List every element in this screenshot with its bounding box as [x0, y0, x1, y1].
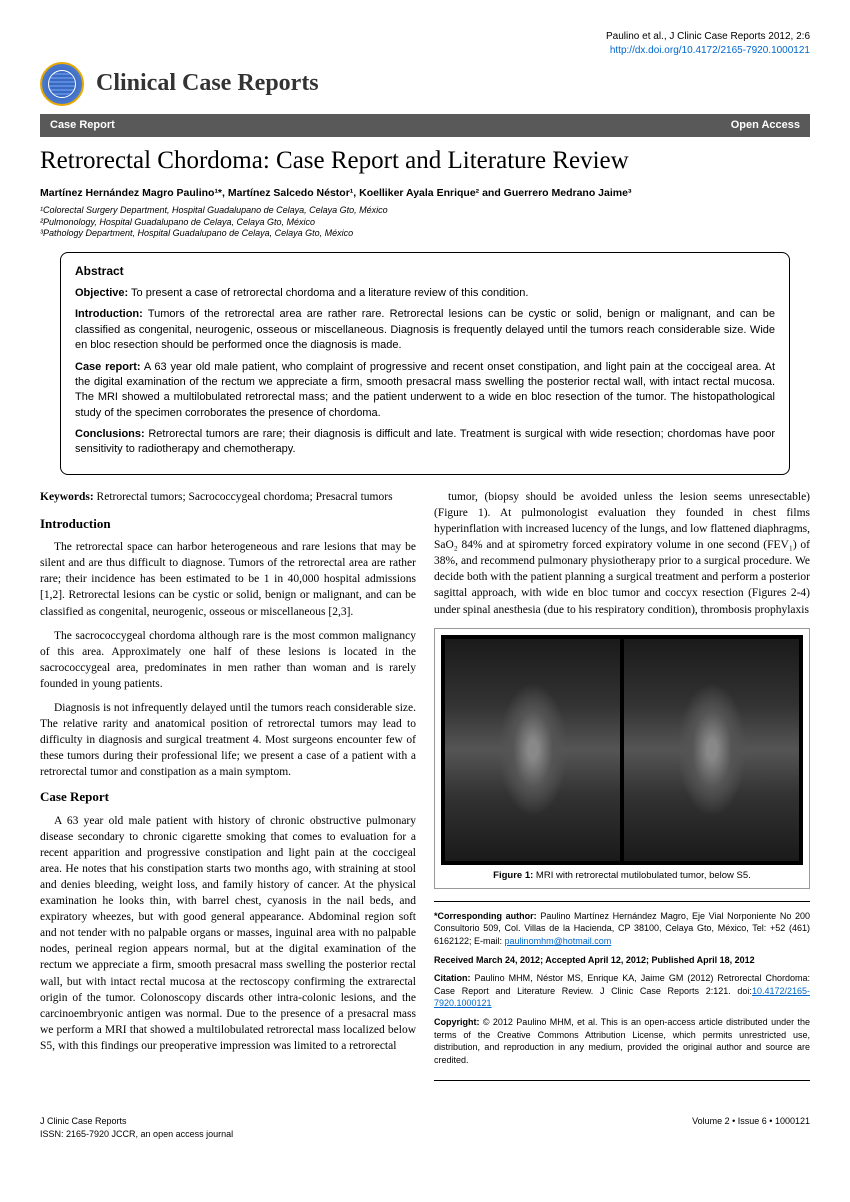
abs-concl-text: Retrorectal tumors are rare; their diagn… — [75, 428, 775, 455]
keywords-block: Keywords: Retrorectal tumors; Sacrococcy… — [40, 489, 416, 505]
top-citation: Paulino et al., J Clinic Case Reports 20… — [40, 30, 810, 58]
bar-right: Open Access — [731, 118, 800, 133]
article-dates: Received March 24, 2012; Accepted April … — [434, 954, 810, 967]
journal-title: Clinical Case Reports — [96, 67, 319, 101]
page-footer: J Clinic Case Reports ISSN: 2165-7920 JC… — [40, 1111, 810, 1140]
left-column: Keywords: Retrorectal tumors; Sacrococcy… — [40, 489, 416, 1082]
copy-text: © 2012 Paulino MHM, et al. This is an op… — [434, 1017, 810, 1065]
case-p1: A 63 year old male patient with history … — [40, 813, 416, 1054]
abs-intro-label: Introduction: — [75, 308, 143, 320]
two-column-body: Keywords: Retrorectal tumors; Sacrococcy… — [40, 489, 810, 1082]
objective-label: Objective: — [75, 287, 128, 299]
col2-p1: tumor, (biopsy should be avoided unless … — [434, 489, 810, 618]
dates-text: Received March 24, 2012; Accepted April … — [434, 955, 755, 965]
figure-1-caption-text: MRI with retrorectal mutilobulated tumor… — [536, 870, 751, 881]
footer-left: J Clinic Case Reports ISSN: 2165-7920 JC… — [40, 1115, 233, 1140]
authors-line: Martínez Hernández Magro Paulino¹*, Mart… — [40, 186, 810, 201]
citation-text: Paulino et al., J Clinic Case Reports 20… — [606, 31, 810, 42]
abs-case-label: Case report: — [75, 361, 141, 373]
mri-panel-left — [445, 639, 620, 861]
abstract-heading: Abstract — [75, 263, 775, 280]
abs-case-text: A 63 year old male patient, who complain… — [75, 361, 775, 419]
abs-intro-text: Tumors of the retrorectal area are rathe… — [75, 308, 775, 351]
keywords-text: Retrorectal tumors; Sacrococcygeal chord… — [97, 491, 393, 503]
affiliation-2: ²Pulmonology, Hospital Guadalupano de Ce… — [40, 217, 810, 229]
intro-p1: The retrorectal space can harbor heterog… — [40, 539, 416, 619]
affiliation-1: ¹Colorectal Surgery Department, Hospital… — [40, 205, 810, 217]
abs-concl-label: Conclusions: — [75, 428, 145, 440]
case-heading: Case Report — [40, 788, 416, 806]
intro-heading: Introduction — [40, 515, 416, 533]
figure-1-caption: Figure 1: MRI with retrorectal mutilobul… — [441, 865, 803, 882]
abstract-box: Abstract Objective: To present a case of… — [60, 252, 790, 475]
copy-label: Copyright: — [434, 1017, 480, 1027]
cit-label: Citation: — [434, 973, 471, 983]
intro-p2: The sacrococcygeal chordoma although rar… — [40, 628, 416, 692]
doi-link[interactable]: http://dx.doi.org/10.4172/2165-7920.1000… — [610, 45, 810, 56]
bar-left: Case Report — [50, 118, 115, 133]
affiliations: ¹Colorectal Surgery Department, Hospital… — [40, 205, 810, 240]
article-title: Retrorectal Chordoma: Case Report and Li… — [40, 143, 810, 178]
intro-p3: Diagnosis is not infrequently delayed un… — [40, 700, 416, 780]
section-bar: Case Report Open Access — [40, 114, 810, 137]
footer-right: Volume 2 • Issue 6 • 1000121 — [692, 1115, 810, 1140]
article-info-box: *Corresponding author: Paulino Martínez … — [434, 901, 810, 1082]
journal-header: Clinical Case Reports — [40, 62, 810, 106]
copyright-block: Copyright: © 2012 Paulino MHM, et al. Th… — [434, 1016, 810, 1066]
corresponding-author: *Corresponding author: Paulino Martínez … — [434, 910, 810, 948]
footer-journal: J Clinic Case Reports — [40, 1115, 233, 1128]
corr-label: *Corresponding author: — [434, 911, 537, 921]
footer-issn: ISSN: 2165-7920 JCCR, an open access jou… — [40, 1128, 233, 1141]
figure-1: Figure 1: MRI with retrorectal mutilobul… — [434, 628, 810, 889]
publisher-logo-icon — [40, 62, 84, 106]
figure-1-label: Figure 1: — [493, 870, 533, 881]
keywords-label: Keywords: — [40, 491, 94, 503]
figure-1-image — [441, 635, 803, 865]
corr-email-link[interactable]: paulinomhm@hotmail.com — [505, 936, 612, 946]
right-column: tumor, (biopsy should be avoided unless … — [434, 489, 810, 1082]
objective-text: To present a case of retrorectal chordom… — [131, 287, 528, 299]
mri-panel-right — [624, 639, 799, 861]
citation-block: Citation: Paulino MHM, Néstor MS, Enriqu… — [434, 972, 810, 1010]
affiliation-3: ³Pathology Department, Hospital Guadalup… — [40, 228, 810, 240]
